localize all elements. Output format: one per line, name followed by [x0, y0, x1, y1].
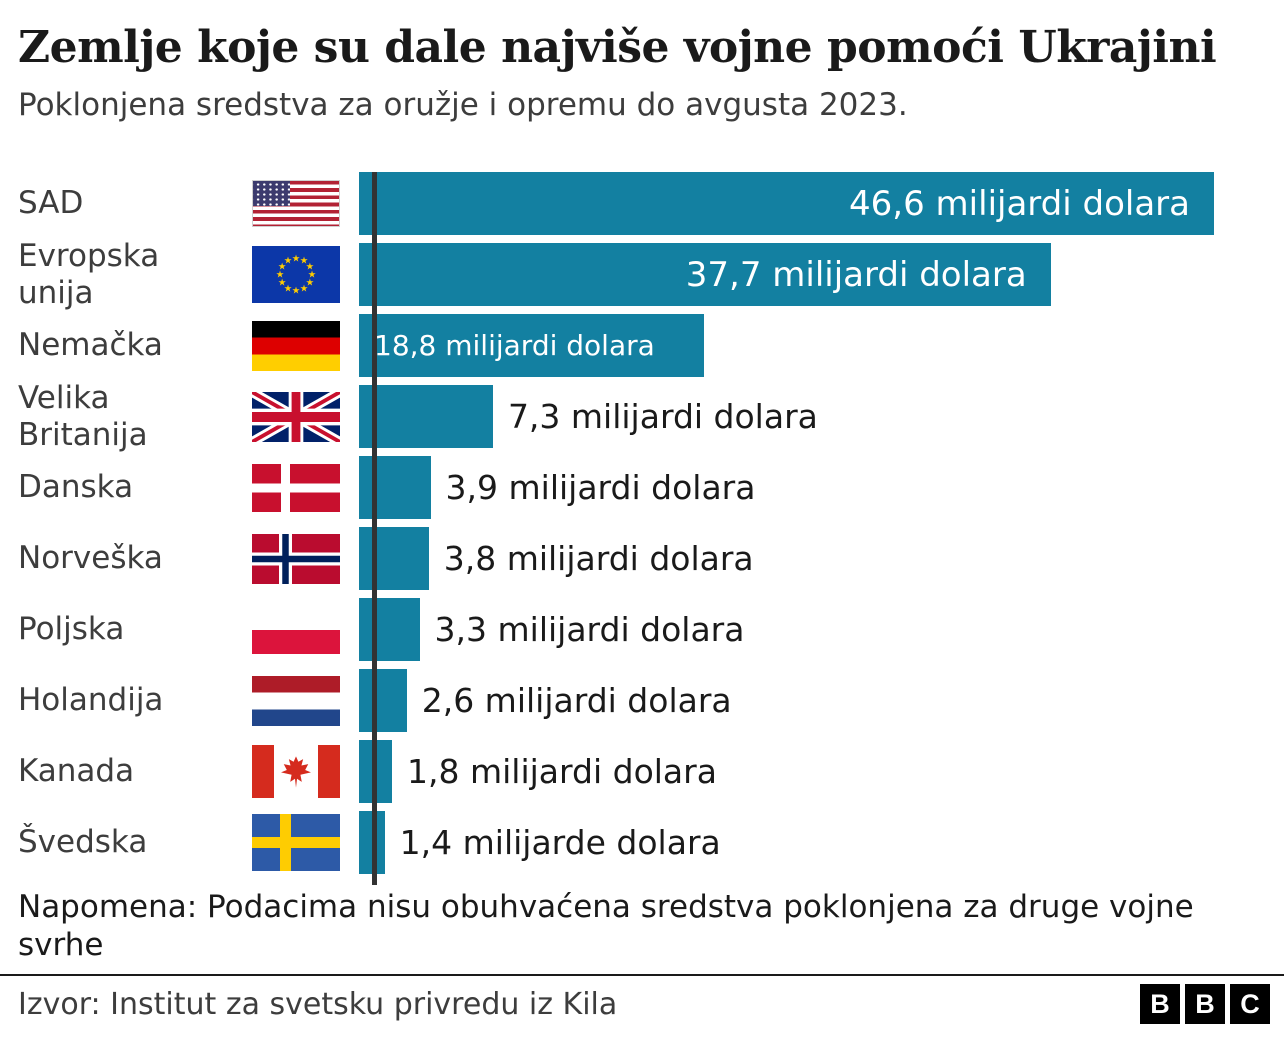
bar-chart: SAD 46,6 milijardi dolara Evropska unija [0, 172, 1284, 885]
germany-flag-icon [252, 320, 340, 371]
value-label: 7,3 milijardi dolara [507, 397, 818, 436]
page-title: Zemlje koje su dale najviše vojne pomoći… [18, 22, 1217, 73]
country-label: Velika Britanija [18, 379, 148, 453]
footer: Izvor: Institut za svetsku privredu iz K… [18, 984, 1270, 1024]
country-label: Poljska [18, 611, 125, 647]
svg-text:★: ★ [292, 254, 301, 265]
chart-row-danska: Danska 3,9 milijardi dolara [0, 456, 1284, 519]
value-label: 3,8 milijardi dolara [443, 539, 754, 578]
value-bar [359, 811, 385, 874]
svg-text:★: ★ [300, 283, 309, 294]
svg-text:★: ★ [284, 256, 293, 267]
country-label: Danska [18, 469, 134, 505]
value-bar [359, 527, 429, 590]
country-label: Švedska [18, 824, 148, 860]
country-label: Kanada [18, 753, 135, 789]
chart-row-nemacka: Nemačka 18,8 milijardi dolara [0, 314, 1284, 377]
value-label: 2,6 milijardi dolara [421, 681, 732, 720]
svg-text:★: ★ [292, 286, 301, 297]
svg-text:★: ★ [306, 278, 315, 289]
svg-text:★: ★ [276, 270, 285, 281]
denmark-flag-icon [252, 463, 340, 512]
footnote: Napomena: Podacima nisu obuhvaćena sreds… [18, 889, 1194, 963]
bbc-logo-block: B [1185, 984, 1225, 1024]
svg-text:★: ★ [284, 283, 293, 294]
value-bar: 37,7 milijardi dolara [359, 243, 1051, 306]
svg-text:★: ★ [278, 278, 287, 289]
chart-row-svedska: Švedska 1,4 milijarde dolara [0, 811, 1284, 874]
poland-flag-icon [252, 605, 340, 654]
country-label: SAD [18, 185, 84, 221]
value-label: 37,7 milijardi dolara [685, 254, 1027, 295]
value-label: 46,6 milijardi dolara [849, 183, 1190, 224]
eu-flag-icon: ★ ★ ★ ★ ★ ★ ★ ★ ★ ★ ★ ★ [252, 246, 340, 303]
canada-flag-icon [252, 745, 340, 798]
source-text: Izvor: Institut za svetsku privredu iz K… [18, 986, 618, 1022]
value-bar [359, 669, 407, 732]
country-label: Holandija [18, 682, 164, 718]
value-bar: 18,8 milijardi dolara [359, 314, 704, 377]
chart-row-velika-britanija: Velika Britanija 7,3 milijardi dolara [0, 380, 1284, 453]
footer-divider [0, 974, 1284, 976]
us-flag-icon [252, 180, 340, 227]
page-subtitle: Poklonjena sredstva za oružje i opremu d… [18, 87, 908, 123]
bbc-logo-block: C [1230, 984, 1270, 1024]
chart-row-poljska: Poljska 3,3 milijardi dolara [0, 598, 1284, 661]
bbc-logo: B B C [1140, 984, 1270, 1024]
sweden-flag-icon [252, 814, 340, 871]
norway-flag-icon [252, 533, 340, 584]
netherlands-flag-icon [252, 675, 340, 726]
svg-text:★: ★ [278, 262, 287, 273]
country-label: Norveška [18, 540, 163, 576]
svg-text:★: ★ [300, 256, 309, 267]
svg-text:★: ★ [306, 262, 315, 273]
value-bar [359, 456, 431, 519]
value-label: 3,9 milijardi dolara [445, 468, 756, 507]
chart-row-kanada: Kanada 1,8 milijardi dolara [0, 740, 1284, 803]
chart-row-sad: SAD 46,6 milijardi dolara [0, 172, 1284, 235]
value-label: 18,8 milijardi dolara [374, 329, 655, 362]
value-bar [359, 385, 493, 448]
value-bar [359, 598, 420, 661]
value-label: 1,4 milijarde dolara [399, 823, 721, 862]
value-label: 3,3 milijardi dolara [434, 610, 745, 649]
value-label: 1,8 milijardi dolara [407, 752, 717, 791]
chart-row-norveska: Norveška 3,8 milijardi dolara [0, 527, 1284, 590]
axis-line [372, 172, 377, 885]
value-bar: 46,6 milijardi dolara [359, 172, 1214, 235]
uk-flag-icon [252, 391, 340, 442]
chart-row-holandija: Holandija 2,6 milijardi dolara [0, 669, 1284, 732]
bbc-logo-block: B [1140, 984, 1180, 1024]
country-label: Evropska unija [18, 237, 160, 311]
svg-text:★: ★ [308, 270, 317, 281]
chart-row-evropska-unija: Evropska unija ★ ★ ★ ★ ★ ★ ★ ★ ★ ★ ★ ★ [0, 238, 1284, 311]
country-label: Nemačka [18, 327, 163, 363]
